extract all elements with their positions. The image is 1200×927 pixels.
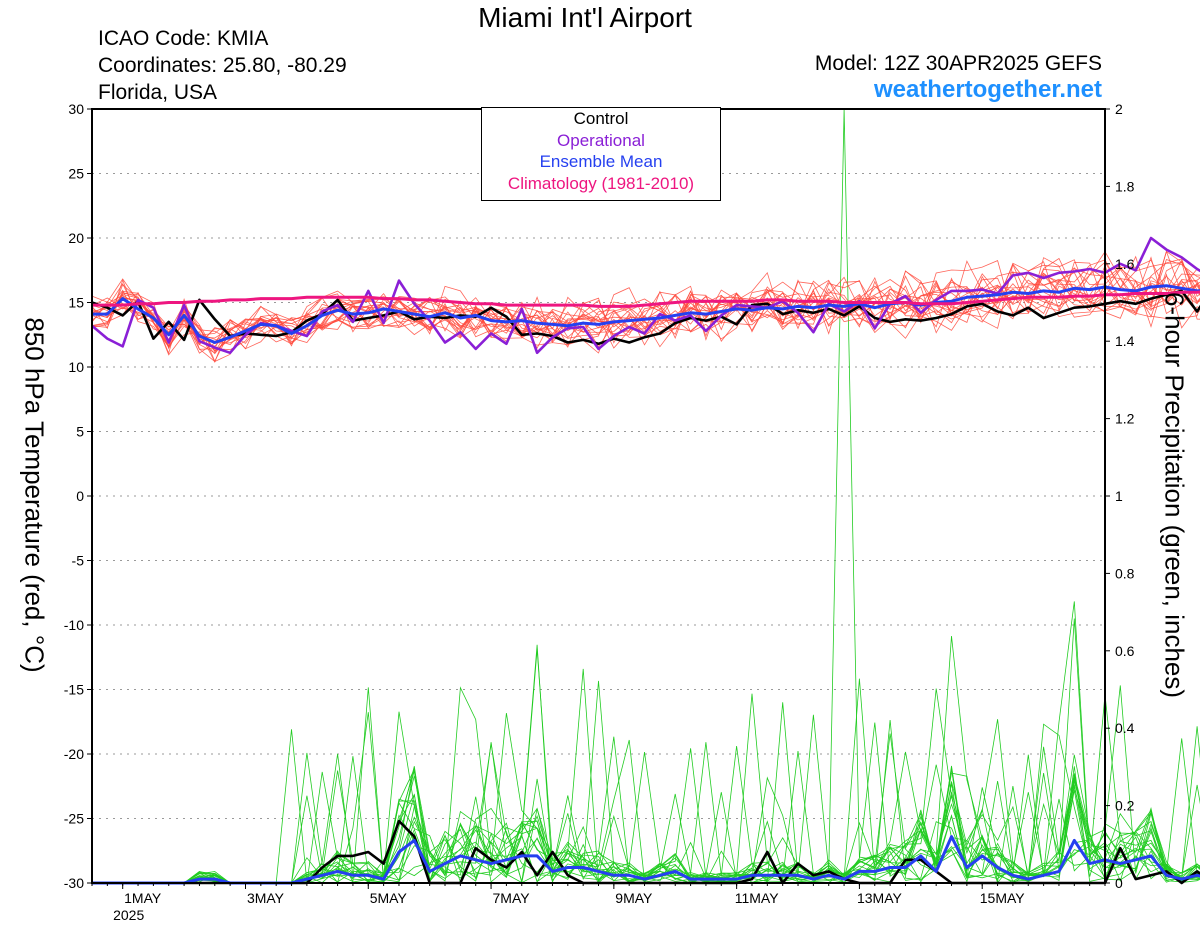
y-tick-label-right: 0 [1115,875,1123,891]
precip-member-line [92,688,1200,884]
precip-member-line [92,746,1200,884]
y-tick-label-left: 5 [76,424,84,440]
temperature-member-line [91,250,1200,362]
temperature-line-control [91,289,1200,346]
precip-member-line [92,693,1200,884]
region: Florida, USA [98,81,218,104]
y-tick-label-left: 20 [68,230,84,246]
y-tick-label-left: -15 [64,682,84,698]
x-tick-label: 13MAY [857,890,903,906]
temperature-member-line [91,273,1200,363]
temperature-member-line [91,258,1200,351]
y-tick-label-right: 1.2 [1115,411,1135,427]
x-tick-label: 9MAY [615,890,653,906]
temperature-member-line [91,259,1200,355]
chart-title: Miami Int'l Airport [478,2,692,33]
precip-member-line [92,678,1200,884]
legend-operational: Operational [557,130,645,150]
x-tick-label: 1MAY [124,890,162,906]
precip-member-line [92,733,1200,884]
x-tick-label: 15MAY [980,890,1026,906]
temperature-line-ensemble-mean [92,284,1200,344]
y-tick-label-left: 10 [68,359,84,375]
x-tick-sublabel: 2025 [113,907,144,923]
y-tick-label-right: 2 [1115,101,1123,117]
precip-member-line [92,687,1200,884]
y-tick-label-right: 1.6 [1115,256,1135,272]
icao-code: ICAO Code: KMIA [98,27,269,50]
axes: 302520151050-5-10-15-20-25-3021.81.61.41… [64,101,1135,923]
precip-member-line [92,635,1200,884]
y-tick-label-left: 30 [68,101,84,117]
x-tick-label: 7MAY [493,890,531,906]
legend: Control Operational Ensemble Mean Climat… [481,107,721,201]
right-axis-label: 6-hour Precipitation (green, inches) [1159,291,1190,699]
temperature-member-line [91,250,1200,350]
x-tick-label: 3MAY [247,890,285,906]
y-tick-label-right: 0.4 [1115,720,1135,736]
precip-member-line [92,736,1200,884]
temperature-line-climatology- [92,290,1200,308]
y-tick-label-left: 25 [68,166,84,182]
y-tick-label-left: -30 [64,875,84,891]
y-tick-label-left: 0 [76,488,84,504]
y-tick-label-right: 1 [1115,488,1123,504]
legend-mean: Ensemble Mean [539,152,663,171]
temperature-line-operational [91,236,1200,355]
precip-member-line [92,668,1200,884]
y-tick-label-right: 1.8 [1115,178,1135,194]
y-tick-label-left: 15 [68,295,84,311]
legend-control: Control [573,109,629,128]
y-tick-label-left: -25 [64,811,84,827]
left-axis-label: 850 hPa Temperature (red, °C) [19,317,50,673]
y-tick-label-left: -5 [72,553,85,569]
y-tick-label-right: 1.4 [1115,333,1135,349]
grid-lines [92,173,1105,819]
x-tick-label: 11MAY [735,890,779,906]
y-tick-label-right: 0.6 [1115,643,1135,659]
y-tick-label-right: 0.2 [1115,798,1135,814]
model-run: Model: 12Z 30APR2025 GEFS [814,52,1102,75]
site-link[interactable]: weathertogether.net [873,76,1102,103]
y-tick-label-left: -10 [64,617,84,633]
y-tick-label-left: -20 [64,746,84,762]
y-tick-label-right: 0.8 [1115,565,1135,581]
precip-member-line [92,680,1200,884]
x-tick-label: 5MAY [370,890,408,906]
coordinates: Coordinates: 25.80, -80.29 [98,54,347,77]
legend-climatology: Climatology (1981-2010) [507,173,695,193]
